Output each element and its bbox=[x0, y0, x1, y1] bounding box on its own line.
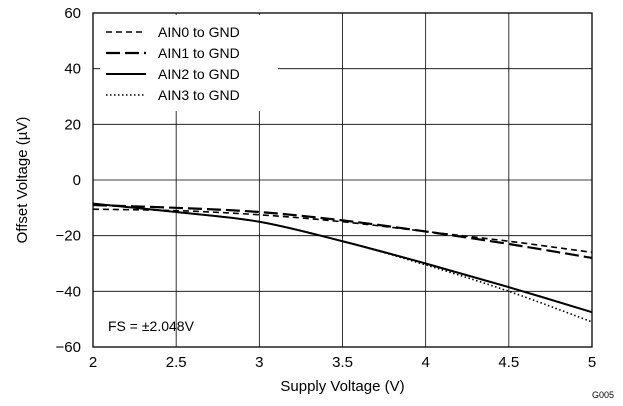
legend-label: AIN1 to GND bbox=[158, 45, 240, 61]
x-axis-label: Supply Voltage (V) bbox=[280, 378, 404, 395]
x-tick-label: 4 bbox=[421, 354, 429, 371]
x-tick-label: 4.5 bbox=[498, 354, 519, 371]
y-tick-label: 40 bbox=[64, 61, 81, 78]
series-line-ain0 bbox=[92, 208, 593, 254]
grid-lines bbox=[93, 13, 592, 347]
legend: AIN0 to GND AIN1 to GND AIN2 to GND AIN3 to… bbox=[100, 15, 278, 111]
series-line-ain3 bbox=[92, 202, 593, 323]
x-tick-label: 5 bbox=[588, 354, 596, 371]
y-tick-label: −40 bbox=[56, 283, 81, 300]
fs-annotation: FS = ±2.048V bbox=[108, 318, 195, 334]
x-tick-label: 3 bbox=[255, 354, 263, 371]
x-tick-label: 2 bbox=[89, 354, 97, 371]
y-tick-label: 60 bbox=[64, 5, 81, 22]
figure-id: G005 bbox=[592, 390, 614, 400]
x-tick-label: 2.5 bbox=[166, 354, 187, 371]
y-tick-label: −60 bbox=[56, 339, 81, 356]
plot-area-border bbox=[92, 12, 593, 348]
y-tick-label: 0 bbox=[73, 172, 81, 189]
legend-label: AIN2 to GND bbox=[158, 66, 240, 82]
y-tick-label: −20 bbox=[56, 228, 81, 245]
x-tick-labels: 2 2.5 3 3.5 4 4.5 5 bbox=[89, 354, 596, 371]
legend-background bbox=[100, 15, 278, 111]
series-layer bbox=[92, 202, 593, 323]
legend-label: AIN3 to GND bbox=[158, 87, 240, 103]
legend-label: AIN0 to GND bbox=[158, 24, 240, 40]
x-tick-label: 3.5 bbox=[332, 354, 353, 371]
y-axis-label: Offset Voltage (µV) bbox=[14, 117, 31, 244]
y-tick-labels: 60 40 20 0 −20 −40 −60 bbox=[56, 5, 81, 356]
y-tick-label: 20 bbox=[64, 116, 81, 133]
series-line-ain1 bbox=[92, 203, 593, 260]
